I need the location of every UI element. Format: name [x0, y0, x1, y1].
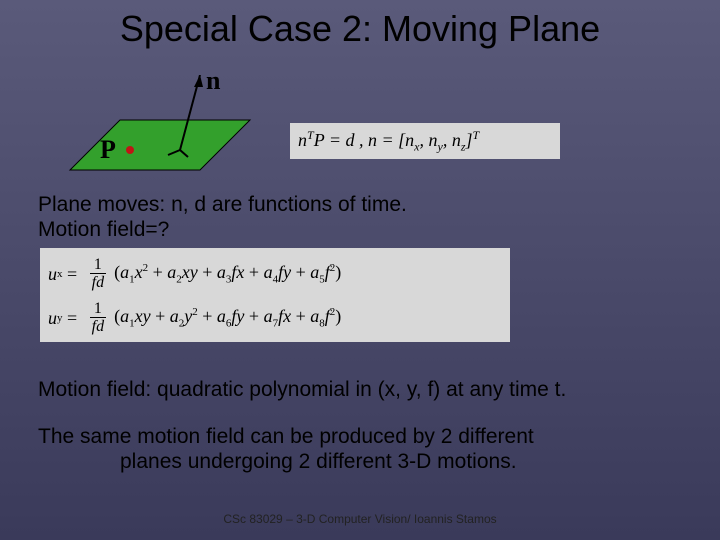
- slide-footer: CSc 83029 – 3-D Computer Vision/ Ioannis…: [0, 512, 720, 526]
- plane-diagram: n P: [50, 75, 270, 200]
- ux-equation: ux = 1 fd (a1x2 + a2xy + a3fx + a4fy + a…: [48, 252, 502, 296]
- label-p: P: [100, 135, 116, 164]
- label-n: n: [206, 75, 221, 95]
- frac-den: fd: [88, 274, 108, 292]
- point-p-dot: [126, 146, 134, 154]
- frac-num-2: 1: [90, 301, 106, 318]
- uy-lhs: u: [48, 308, 57, 329]
- text-line-1: Plane moves: n, d are functions of time.: [38, 193, 407, 217]
- plane-equation: nTP = d , n = [nx, ny, nz]T: [298, 128, 479, 155]
- ux-rhs: (a1x2 + a2xy + a3fx + a4fy + a5f2): [114, 262, 341, 286]
- ux-lhs: u: [48, 264, 57, 285]
- uy-rhs: (a1xy + a2y2 + a6fy + a7fx + a8f2): [114, 306, 341, 330]
- plane-equation-box: nTP = d , n = [nx, ny, nz]T: [290, 123, 560, 159]
- motion-field-equation-box: ux = 1 fd (a1x2 + a2xy + a3fx + a4fy + a…: [40, 248, 510, 342]
- uy-equation: uy = 1 fd (a1xy + a2y2 + a6fy + a7fx + a…: [48, 296, 502, 340]
- slide-title: Special Case 2: Moving Plane: [0, 0, 720, 50]
- frac-den-2: fd: [88, 318, 108, 336]
- frac-num: 1: [90, 257, 106, 274]
- uy-fraction: 1 fd: [88, 301, 108, 336]
- text-line-5: planes undergoing 2 different 3-D motion…: [120, 450, 517, 474]
- text-line-2: Motion field=?: [38, 218, 169, 242]
- ux-fraction: 1 fd: [88, 257, 108, 292]
- text-line-4: The same motion field can be produced by…: [38, 425, 534, 449]
- text-line-3: Motion field: quadratic polynomial in (x…: [38, 378, 566, 402]
- plane-shape: [70, 120, 250, 170]
